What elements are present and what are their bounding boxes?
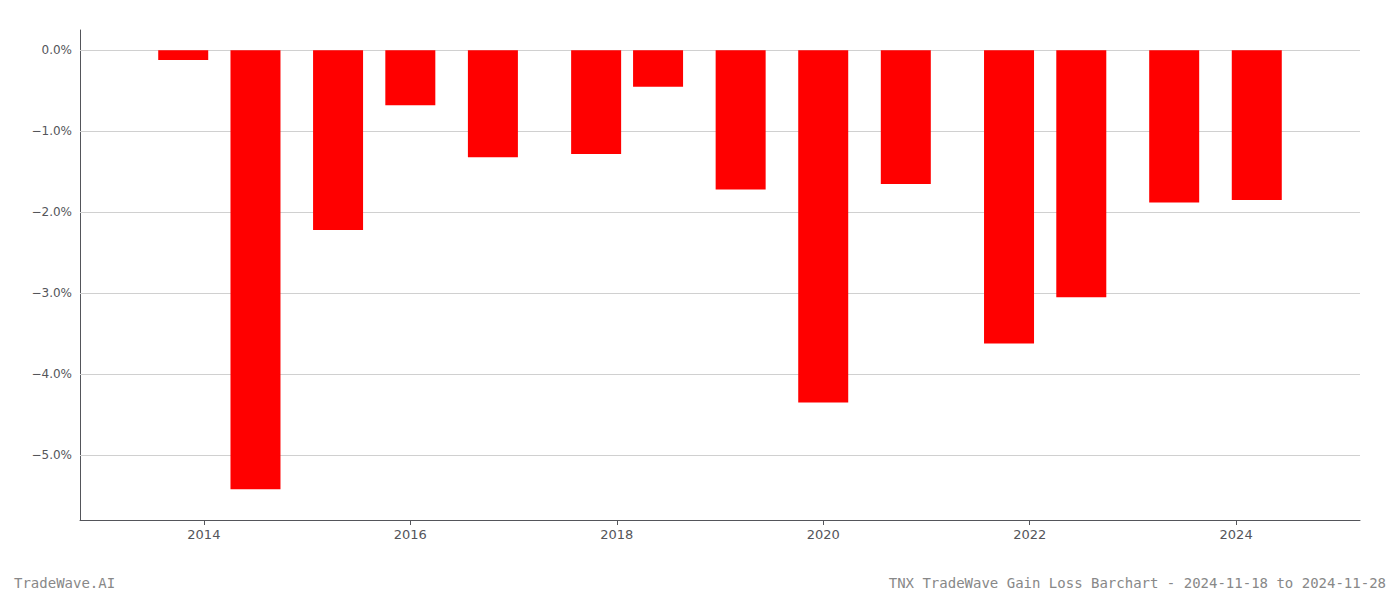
svg-text:2024: 2024 (1220, 527, 1253, 542)
svg-text:2018: 2018 (600, 527, 633, 542)
svg-text:−3.0%: −3.0% (31, 286, 72, 300)
svg-text:−4.0%: −4.0% (31, 367, 72, 381)
svg-text:−1.0%: −1.0% (31, 124, 72, 138)
svg-text:2014: 2014 (187, 527, 220, 542)
svg-text:2016: 2016 (394, 527, 427, 542)
svg-text:TNX TradeWave Gain Loss Barcha: TNX TradeWave Gain Loss Barchart - 2024-… (889, 575, 1386, 591)
svg-text:−2.0%: −2.0% (31, 205, 72, 219)
svg-text:2020: 2020 (807, 527, 840, 542)
svg-text:0.0%: 0.0% (42, 43, 73, 57)
svg-text:−5.0%: −5.0% (31, 448, 72, 462)
svg-text:2022: 2022 (1013, 527, 1046, 542)
svg-text:TradeWave.AI: TradeWave.AI (14, 575, 115, 591)
